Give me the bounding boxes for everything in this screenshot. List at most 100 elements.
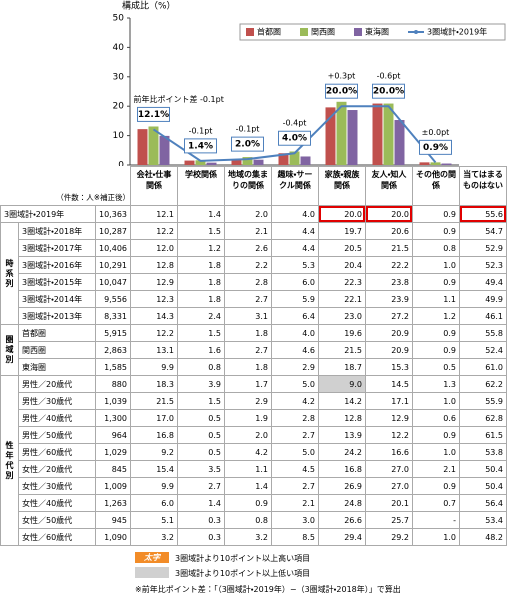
cell: 12.8 <box>318 409 366 427</box>
cell: 18.3 <box>130 375 178 393</box>
cell: 17.0 <box>130 409 178 427</box>
row-label: 3圏域計・2017年 <box>18 239 96 257</box>
value-label: 20.0% <box>326 87 357 97</box>
cell: 10,406 <box>95 239 131 257</box>
cell: 2.1 <box>271 494 319 512</box>
cell: 20.9 <box>365 324 413 342</box>
cell: 0.3 <box>177 511 225 529</box>
cell: 21.5 <box>130 392 178 410</box>
group-label: 時系列 <box>0 222 19 325</box>
legend-swatch <box>246 28 254 36</box>
bar <box>148 126 159 165</box>
cell: 14.3 <box>130 307 178 325</box>
table-row: 時系列 3圏域計・2018年 10,287 12.2 1.5 2.1 4.4 19.7 20.6… <box>0 222 507 325</box>
bar <box>278 153 289 165</box>
table-row: 3圏域計・2016年 10,291 12.8 1.8 2.2 5.3 20.4 22.2 1.0… <box>1 256 507 274</box>
cell: 14.2 <box>318 392 366 410</box>
cell: 10,287 <box>95 222 131 240</box>
cell: 26.6 <box>318 511 366 529</box>
cell: 15.4 <box>130 460 178 478</box>
table-row: 性年代別 男性／20歳代 880 18.3 3.9 1.7 5.0 9.0 14.5 1.3 62.… <box>0 375 507 546</box>
legend-label: 東海圏 <box>365 27 389 37</box>
group-label: 性年代別 <box>0 375 19 546</box>
cell: 12.3 <box>130 290 178 308</box>
cell: 1.5 <box>177 392 225 410</box>
cell: 0.9 <box>412 477 460 495</box>
column-header: 家族・親族関係 <box>318 166 366 206</box>
cell: 50.4 <box>459 460 507 478</box>
value-label-box <box>419 139 452 155</box>
cell: 22.3 <box>318 273 366 291</box>
bar <box>347 110 358 165</box>
cell: 0.9 <box>224 494 272 512</box>
legend-swatch <box>300 28 308 36</box>
cell: 55.9 <box>459 392 507 410</box>
cell: 6.0 <box>130 494 178 512</box>
cell: 2.0 <box>224 205 272 223</box>
cell: 6.0 <box>271 273 319 291</box>
cell: 20.5 <box>318 239 366 257</box>
y-tick-label: 10 <box>113 131 125 141</box>
cell: 1,039 <box>95 392 131 410</box>
bar <box>206 162 217 165</box>
cell: 50.4 <box>459 477 507 495</box>
cell: 1.1 <box>224 460 272 478</box>
cell: 5,915 <box>95 324 131 342</box>
cell: 3.2 <box>224 528 272 546</box>
cell: 24.2 <box>318 443 366 461</box>
cell: 10,047 <box>95 273 131 291</box>
cell: 2.7 <box>271 477 319 495</box>
cell: 2.2 <box>224 256 272 274</box>
table-row: 関西圏 2,863 13.1 1.6 2.7 4.6 21.5 20.9 0.9 52.4 <box>1 341 507 359</box>
cell: 4.2 <box>224 443 272 461</box>
table-row: 圏域別 首都圏 5,915 12.2 1.5 1.8 4.0 19.6 20.9 0.9 55.8 <box>0 324 507 376</box>
column-header: その他の関係 <box>412 166 460 206</box>
cell: 9.9 <box>130 358 178 376</box>
cell: 1.2 <box>177 239 225 257</box>
row-label: 男性／20歳代 <box>18 375 96 393</box>
cell: 1.0 <box>412 256 460 274</box>
cell: 24.8 <box>318 494 366 512</box>
cell: 19.6 <box>318 324 366 342</box>
cell: 62.8 <box>459 409 507 427</box>
annotation: 前年比ポイント差 -0.1pt <box>134 94 224 104</box>
bar <box>184 160 195 165</box>
header-row: （件数：人※補正後） 会社・仕事関係 学校関係 地域の集まりの関係 趣味・サークル関係家… <box>1 166 507 206</box>
line <box>152 105 437 163</box>
value-label-box <box>278 130 311 146</box>
row-label: 3圏域計・2018年 <box>18 222 96 240</box>
y-tick-label: 50 <box>113 14 125 24</box>
cell: 1.8 <box>177 290 225 308</box>
annotation: ±0.0pt <box>422 128 450 137</box>
value-label-box <box>231 136 264 152</box>
cell: 49.4 <box>459 273 507 291</box>
cell: 0.5 <box>177 409 225 427</box>
row-label: 女性／20歳代 <box>18 460 96 478</box>
cell: 0.7 <box>412 494 460 512</box>
table-row: 男性／30歳代 1,039 21.5 1.5 2.9 4.2 14.2 17.1 1.0 55.9 <box>1 392 507 410</box>
annotation: +0.3pt <box>328 72 356 81</box>
cell: 1.0 <box>412 443 460 461</box>
table-row: 女性／30歳代 1,009 9.9 2.7 1.4 2.7 26.9 27.0 0.9 50.4 <box>1 477 507 495</box>
cell: 2.7 <box>271 426 319 444</box>
cell: 20.9 <box>365 341 413 359</box>
cell: 2.9 <box>271 358 319 376</box>
cell: 3.9 <box>177 375 225 393</box>
row-label: 3圏域計・2015年 <box>18 273 96 291</box>
cell: 9.9 <box>130 477 178 495</box>
cell: 49.9 <box>459 290 507 308</box>
cell: 2.7 <box>224 290 272 308</box>
cell: 0.9 <box>412 205 460 223</box>
cell: 5.0 <box>271 375 319 393</box>
cell: 1.8 <box>177 273 225 291</box>
table-row: 男性／40歳代 1,300 17.0 0.5 1.9 2.8 12.8 12.9 0.6 62.8 <box>1 409 507 427</box>
cell: 0.9 <box>412 324 460 342</box>
data-table: （件数：人※補正後） 会社・仕事関係 学校関係 地域の集まりの関係 趣味・サークル関係家… <box>0 166 507 546</box>
annotation: -0.1pt <box>189 126 213 135</box>
bar <box>195 160 206 165</box>
cell: 10,291 <box>95 256 131 274</box>
table-row: 3圏域計・2014年 9,556 12.3 1.8 2.7 5.9 22.1 23.9 1.1 4… <box>1 290 507 308</box>
cell: 3.5 <box>177 460 225 478</box>
table-row: 3圏域計・2019年 10,363 12.1 1.4 2.0 4.0 20.0 20.0 0.9… <box>0 205 507 223</box>
cell: 13.1 <box>130 341 178 359</box>
